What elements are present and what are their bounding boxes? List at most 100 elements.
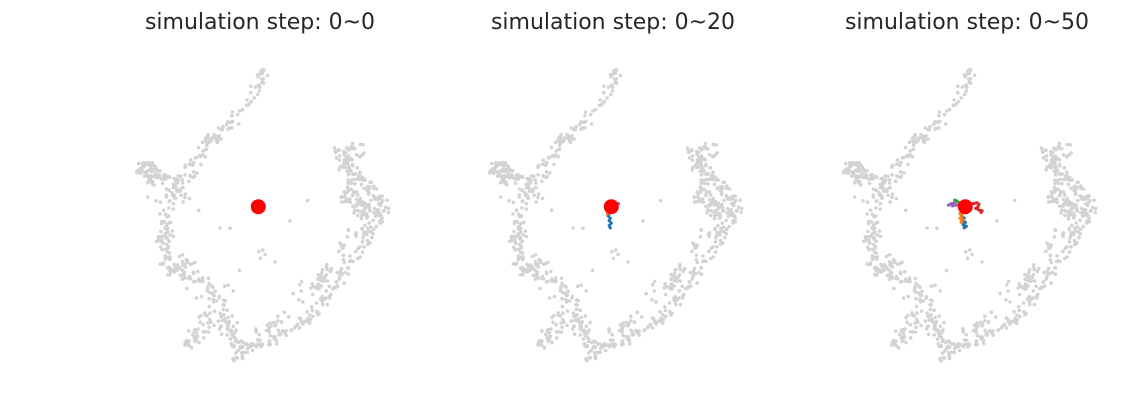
cell-point [1076, 199, 1080, 203]
cell-point [342, 150, 346, 154]
cell-point [289, 329, 293, 333]
cell-point [326, 303, 330, 307]
cell-point [621, 334, 625, 338]
cell-point [541, 175, 545, 179]
cell-point [619, 323, 623, 327]
cell-point [938, 110, 942, 114]
cell-point [369, 209, 373, 213]
cell-point [944, 122, 948, 126]
start-cell-marker [251, 199, 266, 214]
cell-point [718, 216, 722, 220]
cell-point [348, 170, 352, 174]
cell-point [539, 260, 543, 264]
cell-point [1047, 246, 1051, 250]
cell-point [160, 235, 164, 239]
cell-point [494, 163, 498, 167]
cell-point [212, 294, 216, 298]
cell-point [706, 182, 710, 186]
cell-point [137, 162, 141, 166]
cell-point [881, 265, 885, 269]
cell-point [1008, 300, 1012, 304]
cell-point [323, 276, 327, 280]
cell-point [532, 193, 536, 197]
cell-point [575, 308, 579, 312]
cell-point [1053, 228, 1057, 232]
cell-point [710, 174, 714, 178]
cell-point [929, 298, 933, 302]
cell-point [693, 246, 697, 250]
cell-point [1027, 271, 1031, 275]
cell-point [870, 254, 874, 258]
cell-point [534, 253, 538, 257]
cell-point [1068, 250, 1072, 254]
cell-point [529, 174, 533, 178]
trajectory-point [962, 218, 965, 221]
cell-point [554, 280, 558, 284]
cell-point [688, 156, 692, 160]
cell-point [141, 163, 145, 167]
cell-point [1075, 221, 1079, 225]
cell-point [202, 336, 206, 340]
cell-point [235, 356, 239, 360]
cell-point [162, 173, 166, 177]
cell-point [1064, 174, 1068, 178]
cell-point [657, 319, 661, 323]
cell-point [1046, 243, 1050, 247]
cell-point [277, 333, 281, 337]
cell-point [552, 163, 556, 167]
cell-point [199, 314, 203, 318]
cell-point [1079, 211, 1083, 215]
cell-point [937, 114, 941, 118]
cell-point [213, 309, 217, 313]
cell-point [250, 100, 254, 104]
cell-point [1045, 154, 1049, 158]
cell-point [223, 317, 227, 321]
cell-point [387, 207, 391, 211]
cell-point [161, 182, 165, 186]
cell-point [338, 158, 342, 162]
cell-point [541, 162, 545, 166]
cell-point [853, 163, 857, 167]
cell-point [938, 289, 942, 293]
cell-point [548, 296, 552, 300]
cell-point [699, 228, 703, 232]
cell-point [1065, 155, 1069, 159]
cell-point [713, 203, 717, 207]
cell-point [1013, 317, 1017, 321]
cell-point [585, 325, 589, 329]
cell-point [902, 331, 906, 335]
cell-point [1069, 187, 1073, 191]
cell-point [940, 345, 944, 349]
cell-point [172, 194, 176, 198]
cell-point [651, 283, 655, 287]
cell-point [351, 164, 355, 168]
cell-point [903, 327, 907, 331]
cell-point [905, 321, 909, 325]
cell-point [518, 236, 522, 240]
cell-point [534, 178, 538, 182]
cell-point [367, 191, 371, 195]
cell-point [610, 250, 614, 254]
cell-point [207, 330, 211, 334]
cell-point [856, 174, 860, 178]
cell-point [1030, 276, 1034, 280]
cell-point [661, 321, 665, 325]
trajectory-point [980, 211, 983, 214]
cell-point [218, 327, 222, 331]
cell-point [361, 143, 365, 147]
cell-point [932, 308, 936, 312]
cell-point [335, 156, 339, 160]
cell-point [614, 343, 618, 347]
cell-point [725, 211, 729, 215]
cell-point [1073, 185, 1077, 189]
cell-point [161, 242, 165, 246]
cell-point [258, 86, 262, 90]
cell-point [506, 164, 510, 168]
cell-point [347, 173, 351, 177]
cell-point [562, 320, 566, 324]
cell-point [991, 329, 995, 333]
cell-point [514, 182, 518, 186]
cell-point [987, 320, 991, 324]
cell-point [914, 326, 918, 330]
cell-point [731, 202, 735, 206]
